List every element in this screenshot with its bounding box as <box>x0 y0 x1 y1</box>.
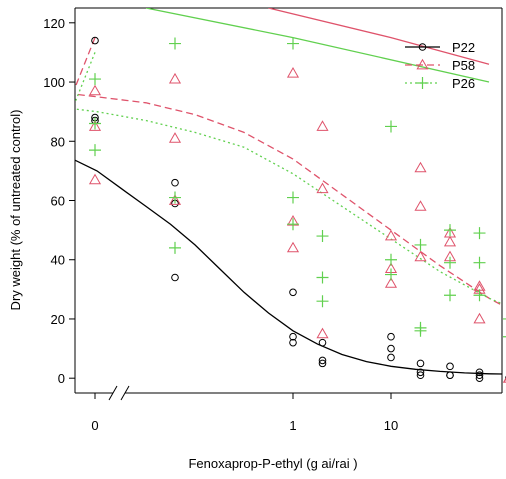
point-p58 <box>316 182 329 194</box>
point-p22 <box>475 374 484 382</box>
x-tick-label: 1 <box>289 418 296 433</box>
x-tick-label: 10 <box>384 418 398 433</box>
point-p26 <box>444 289 457 302</box>
point-p26 <box>287 218 299 231</box>
axes: 02040608010012001101000 <box>43 7 503 433</box>
point-p22 <box>475 371 484 380</box>
point-p22 <box>416 368 425 377</box>
data-points <box>88 36 506 383</box>
point-p58 <box>473 312 486 324</box>
point-p26 <box>385 253 397 266</box>
legend-label-p22: P22 <box>452 40 475 55</box>
legend-marker-p22 <box>418 43 427 51</box>
legend-label-p58: P58 <box>452 58 475 73</box>
point-p58 <box>443 235 457 247</box>
point-p26 <box>168 37 181 50</box>
fit-curve-p22 <box>75 159 502 375</box>
point-p58 <box>168 72 182 84</box>
point-p26 <box>414 238 427 251</box>
point-p58 <box>316 327 329 339</box>
x-tick-label: 0 <box>91 418 98 433</box>
point-p26 <box>89 73 101 86</box>
point-p26 <box>168 191 181 204</box>
y-tick-label: 120 <box>43 16 65 31</box>
y-tick-label: 60 <box>51 194 65 209</box>
point-p58 <box>414 250 427 262</box>
point-p22 <box>289 338 297 347</box>
point-p22 <box>446 362 454 371</box>
point-p58 <box>414 161 427 173</box>
point-p22 <box>171 273 179 282</box>
point-p26 <box>473 256 486 269</box>
axis-break-mark <box>108 385 118 401</box>
point-p22 <box>475 368 484 377</box>
upper-line-p26 <box>145 8 490 83</box>
point-p58 <box>88 120 102 131</box>
point-p58 <box>168 194 182 205</box>
point-p26 <box>444 224 457 237</box>
point-p26 <box>89 117 101 130</box>
point-p58 <box>88 84 102 96</box>
point-p22 <box>171 178 179 187</box>
point-p22 <box>387 353 395 362</box>
point-p58 <box>168 132 182 143</box>
point-p22 <box>289 332 297 341</box>
point-p58 <box>286 241 300 253</box>
point-p26 <box>414 324 427 337</box>
point-p26 <box>444 256 457 269</box>
point-p22 <box>387 344 395 353</box>
point-p26 <box>503 336 506 338</box>
point-p26 <box>473 289 486 302</box>
y-tick-label: 80 <box>51 134 65 149</box>
point-p26 <box>503 318 506 320</box>
point-p26 <box>385 268 397 281</box>
y-tick-label: 0 <box>58 371 65 386</box>
point-p22 <box>318 359 327 368</box>
point-p22 <box>416 371 425 380</box>
legend-marker-p58 <box>416 58 429 70</box>
point-p26 <box>316 271 329 284</box>
point-p58 <box>414 200 427 211</box>
fit-curve-p26 <box>75 52 502 305</box>
fit-curves <box>75 8 502 375</box>
y-tick-label: 40 <box>51 253 65 268</box>
point-p26 <box>316 230 329 243</box>
point-p26 <box>287 191 299 204</box>
point-p26 <box>316 295 329 308</box>
point-p26 <box>287 37 299 50</box>
point-p22 <box>318 338 327 347</box>
fit-curve-p58 <box>75 37 502 307</box>
legend-marker-p26 <box>416 77 429 89</box>
point-p22 <box>416 359 425 368</box>
point-p26 <box>473 227 486 240</box>
point-p22 <box>289 288 297 297</box>
point-p58 <box>384 277 398 288</box>
y-tick-label: 100 <box>43 75 65 90</box>
legend-label-p26: P26 <box>452 76 475 91</box>
y-tick-label: 20 <box>51 312 65 327</box>
point-p22 <box>446 371 454 380</box>
point-p58 <box>286 66 300 78</box>
point-p58 <box>316 120 329 131</box>
point-p26 <box>89 144 101 157</box>
axis-break-mark <box>120 385 130 401</box>
x-axis-label: Fenoxaprop-P-ethyl (g ai/rai ) <box>188 456 357 471</box>
upper-line-p58 <box>268 8 490 65</box>
legend: P22 P58 P26 <box>405 40 475 91</box>
point-p58 <box>88 173 102 185</box>
y-axis-label: Dry weight (% of untreated control) <box>8 110 23 311</box>
point-p26 <box>385 120 397 133</box>
point-p22 <box>91 36 99 45</box>
point-p58 <box>384 229 398 241</box>
point-p26 <box>168 241 181 254</box>
point-p22 <box>318 356 327 365</box>
point-p22 <box>387 332 395 341</box>
